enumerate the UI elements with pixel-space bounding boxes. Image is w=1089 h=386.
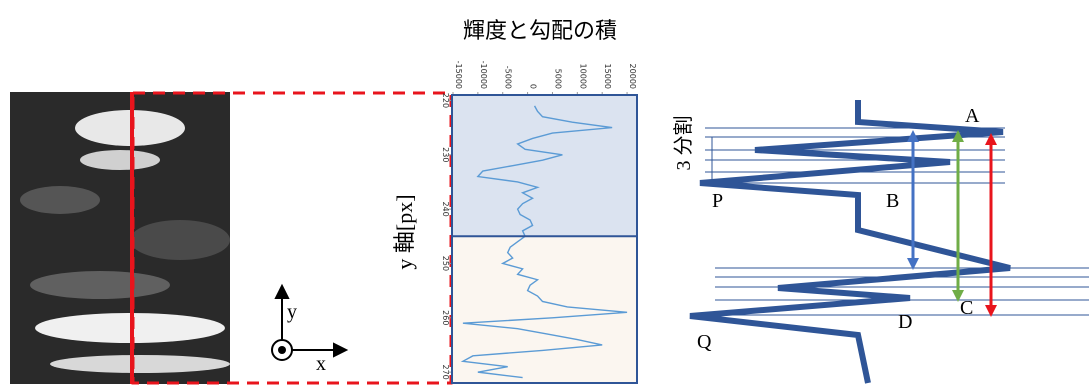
x-tick-label: 15000 xyxy=(603,64,612,89)
x-tick-label: -10000 xyxy=(479,61,488,89)
point-label: A xyxy=(965,105,980,127)
line-chart: -15000 -10000 -5000 0 5000 10000 15000 20000 220… xyxy=(441,61,637,383)
y-tick-label: 250 xyxy=(441,256,450,271)
y-tick-label: 270 xyxy=(441,364,450,379)
figure: 輝度と勾配の積 y 軸[px] y x -15000 -10000 -5000 0 50… xyxy=(0,0,1089,386)
diagram xyxy=(690,100,1089,383)
point-label: P xyxy=(712,190,723,212)
image xyxy=(10,92,246,384)
region xyxy=(452,236,637,383)
region xyxy=(452,95,637,236)
axis-y-label: y xyxy=(287,301,297,323)
point-label: C xyxy=(960,297,973,319)
y-tick-label: 220 xyxy=(441,93,450,108)
axis-x-label: x xyxy=(316,353,326,375)
x-tick-label: 5000 xyxy=(553,69,562,89)
y-tick-label: 240 xyxy=(441,201,450,216)
y-tick-label: 230 xyxy=(441,147,450,162)
point-label: D xyxy=(898,311,912,333)
y-tick-label: 260 xyxy=(441,310,450,325)
split-label: 3 分割 xyxy=(672,116,695,171)
x-tick-label: -5000 xyxy=(504,66,513,89)
y-axis-title: y 軸[px] xyxy=(392,194,417,269)
chart-title: 輝度と勾配の積 xyxy=(463,18,617,43)
point-label: B xyxy=(886,190,899,212)
axes-icon xyxy=(272,286,346,360)
point-label: Q xyxy=(697,331,712,353)
x-tick-label: -15000 xyxy=(454,61,463,89)
x-tick-label: 10000 xyxy=(578,64,587,89)
x-tick-label: 20000 xyxy=(628,64,637,89)
x-tick-label: 0 xyxy=(529,84,538,89)
